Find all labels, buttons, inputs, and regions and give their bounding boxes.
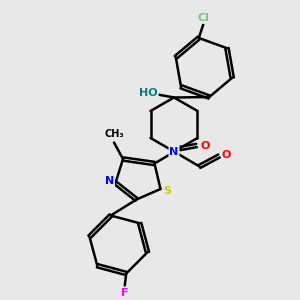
Text: CH₃: CH₃ — [104, 129, 124, 139]
Text: Cl: Cl — [197, 13, 209, 23]
Text: F: F — [121, 288, 128, 298]
Text: S: S — [163, 185, 171, 196]
Text: HO: HO — [139, 88, 158, 98]
Text: N: N — [169, 146, 178, 157]
Text: O: O — [222, 149, 231, 160]
Text: N: N — [105, 176, 114, 187]
Text: O: O — [200, 140, 210, 151]
